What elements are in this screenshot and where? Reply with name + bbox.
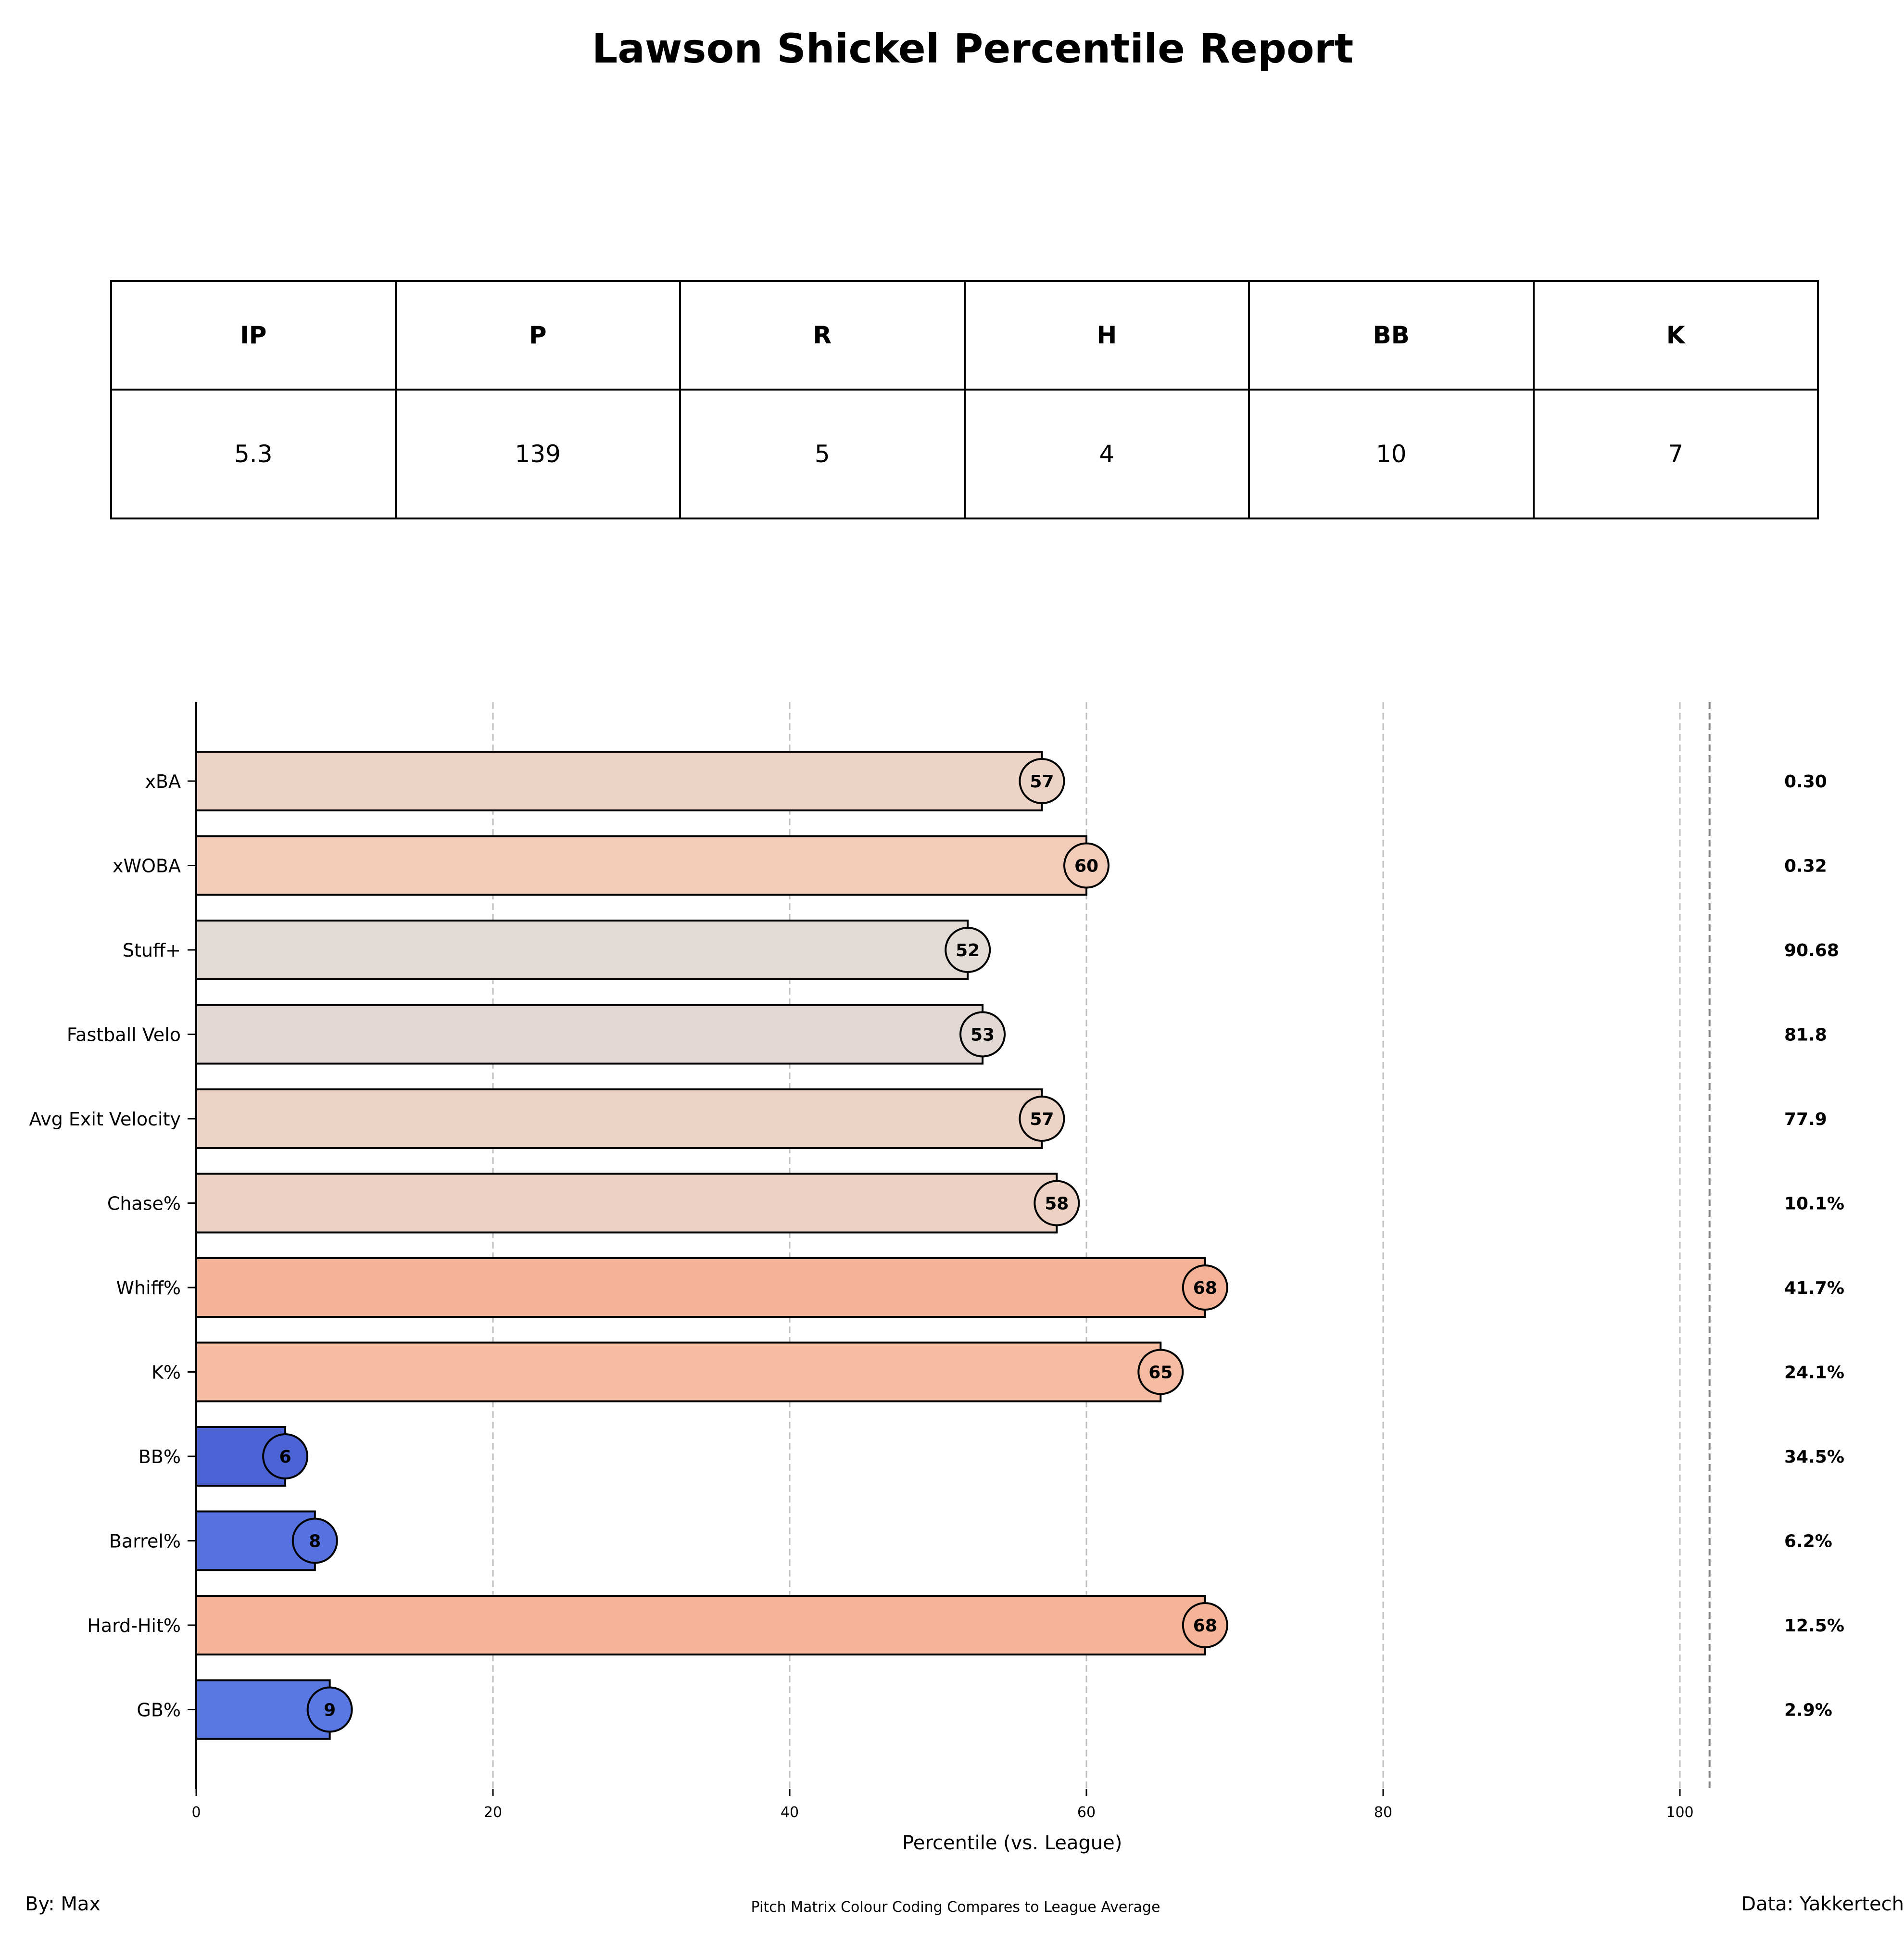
x-tick-label: 60: [1077, 1804, 1096, 1821]
stat-value: 24.1%: [1784, 1363, 1844, 1383]
stat-value: 2.9%: [1784, 1701, 1832, 1720]
y-tick-label: Avg Exit Velocity: [29, 1109, 181, 1130]
x-tick-label: 40: [781, 1804, 799, 1821]
value-marker: [1063, 842, 1110, 889]
stats-value-h: 4: [963, 389, 1250, 519]
data-source: Data: Yakkertech: [1741, 1893, 1904, 1915]
stats-table: IP P R H BB K 5.3 139 5 4 10 7: [110, 280, 1819, 519]
value-marker: [1182, 1264, 1228, 1311]
stats-header-r: R: [679, 280, 966, 391]
stats-value-ip: 5.3: [110, 389, 397, 519]
bar: [195, 1004, 984, 1065]
bar: [195, 1173, 1058, 1234]
y-tick-label: Barrel%: [109, 1531, 181, 1552]
value-marker: [291, 1517, 338, 1564]
stat-value: 12.5%: [1784, 1616, 1844, 1636]
bar: [195, 920, 969, 980]
bar: [195, 1595, 1206, 1655]
data-label: 65: [1148, 1363, 1173, 1383]
data-label: 60: [1074, 857, 1098, 876]
data-label: 57: [1030, 1110, 1054, 1129]
y-tick-label: Stuff+: [123, 940, 181, 961]
data-label: 6: [279, 1447, 291, 1467]
data-label: 8: [309, 1532, 321, 1552]
value-marker: [1137, 1349, 1184, 1395]
y-tick-label: xWOBA: [113, 856, 181, 877]
data-label: 68: [1193, 1278, 1217, 1298]
byline: By: Max: [25, 1893, 101, 1915]
y-tick-label: Hard-Hit%: [87, 1615, 181, 1636]
value-marker: [262, 1433, 309, 1479]
value-marker: [306, 1686, 353, 1733]
bar: [195, 1257, 1206, 1318]
stats-value-k: 7: [1532, 389, 1819, 519]
stat-value: 10.1%: [1784, 1194, 1844, 1214]
report-title: Lawson Shickel Percentile Report: [592, 25, 1354, 72]
stats-header-row: IP P R H BB K: [110, 280, 1819, 391]
x-tick-label: 80: [1374, 1804, 1392, 1821]
bar: [195, 835, 1087, 896]
data-label: 58: [1045, 1194, 1069, 1214]
x-tick-label: 0: [191, 1804, 201, 1821]
footer-note: Pitch Matrix Colour Coding Compares to L…: [751, 1899, 1160, 1916]
value-marker: [1034, 1180, 1080, 1226]
bar: [195, 1341, 1162, 1402]
stat-value: 0.32: [1784, 857, 1827, 876]
y-tick-label: Whiff%: [116, 1277, 181, 1299]
stats-value-bb: 10: [1248, 389, 1535, 519]
data-label: 53: [971, 1025, 995, 1045]
y-tick-label: K%: [151, 1362, 181, 1383]
x-tick-label: 100: [1666, 1804, 1693, 1821]
x-axis-label: Percentile (vs. League): [902, 1832, 1122, 1854]
y-tick-label: xBA: [145, 771, 181, 792]
y-tick-label: Chase%: [107, 1193, 181, 1214]
value-marker: [959, 1011, 1006, 1058]
bar: [195, 751, 1043, 811]
stats-header-bb: BB: [1248, 280, 1535, 391]
stat-value: 34.5%: [1784, 1447, 1844, 1467]
stats-header-h: H: [963, 280, 1250, 391]
value-marker: [945, 927, 991, 973]
y-tick-label: BB%: [139, 1446, 181, 1467]
y-tick-label: GB%: [137, 1700, 181, 1721]
stat-value: 77.9: [1784, 1110, 1827, 1129]
y-tick-label: Fastball Velo: [67, 1024, 181, 1046]
stat-value: 41.7%: [1784, 1278, 1844, 1298]
stats-header-k: K: [1532, 280, 1819, 391]
value-marker: [1182, 1602, 1228, 1648]
stat-value: 81.8: [1784, 1025, 1827, 1045]
stat-value: 90.68: [1784, 941, 1839, 960]
stat-value: 0.30: [1784, 772, 1827, 792]
data-label: 68: [1193, 1616, 1217, 1636]
stats-value-r: 5: [679, 389, 966, 519]
value-marker: [1019, 758, 1065, 804]
x-tick-label: 20: [484, 1804, 502, 1821]
stats-header-ip: IP: [110, 280, 397, 391]
stats-header-p: P: [394, 280, 681, 391]
data-label: 57: [1030, 772, 1054, 792]
bar: [195, 1088, 1043, 1149]
stat-value: 6.2%: [1784, 1532, 1832, 1552]
data-label: 52: [956, 941, 980, 960]
value-marker: [1019, 1096, 1065, 1142]
stats-value-row: 5.3 139 5 4 10 7: [110, 389, 1819, 519]
data-label: 9: [324, 1701, 336, 1720]
stats-value-p: 139: [394, 389, 681, 519]
